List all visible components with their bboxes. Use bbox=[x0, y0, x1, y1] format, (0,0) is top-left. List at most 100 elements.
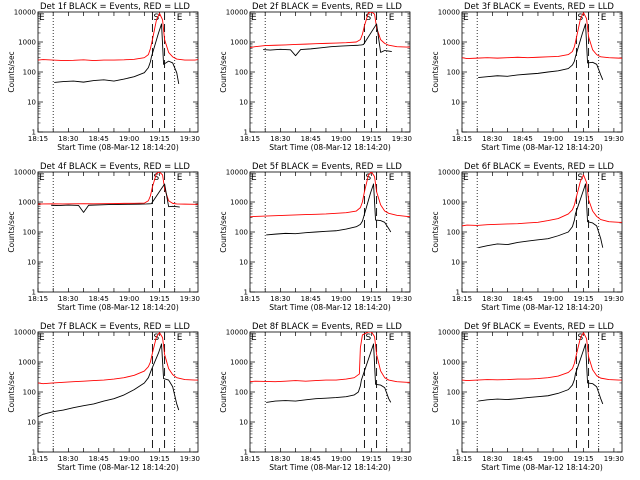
y-tick-label: 1000 bbox=[442, 199, 460, 207]
y-tick-label: 1000 bbox=[18, 39, 36, 47]
x-tick-label: 18:30 bbox=[270, 455, 290, 463]
y-tick-label: 100 bbox=[23, 229, 36, 237]
y-tick-label: 1 bbox=[244, 129, 248, 137]
x-tick-label: 18:15 bbox=[28, 135, 48, 143]
y-tick-label: 100 bbox=[235, 69, 248, 77]
y-tick-label: 1000 bbox=[442, 359, 460, 367]
panel-8: Det 8f BLACK = Events, RED = LLD 1 10 100 10… bbox=[219, 322, 412, 472]
events-series-line bbox=[263, 23, 392, 57]
marker-label: E bbox=[177, 173, 183, 183]
x-tick-label: 18:45 bbox=[301, 135, 321, 143]
marker-label: S bbox=[365, 333, 371, 343]
panel-title: Det 8f BLACK = Events, RED = LLD bbox=[252, 322, 402, 332]
plot-frame bbox=[461, 171, 623, 293]
y-axis-label: Counts/sec bbox=[431, 51, 440, 92]
lld-series-line bbox=[250, 12, 410, 49]
x-axis-label: Start Time (08-Mar-12 18:14:20) bbox=[481, 303, 603, 312]
marker-label: E bbox=[601, 173, 607, 183]
x-tick-label: 18:45 bbox=[301, 455, 321, 463]
y-tick-label: 10 bbox=[27, 99, 36, 107]
lld-series-line bbox=[38, 12, 198, 62]
events-series-line bbox=[478, 183, 604, 249]
x-axis-label: Start Time (08-Mar-12 18:14:20) bbox=[481, 143, 603, 152]
plot-frame bbox=[249, 11, 411, 133]
panel-3: Det 3f BLACK = Events, RED = LLD 1 10 100 10… bbox=[431, 2, 624, 152]
marker-label: E bbox=[39, 333, 45, 343]
panel-4: Det 4f BLACK = Events, RED = LLD 1 10 100 10… bbox=[7, 162, 200, 312]
lld-series-line bbox=[462, 332, 622, 382]
x-axis-label: Start Time (08-Mar-12 18:14:20) bbox=[269, 463, 391, 472]
events-series-line bbox=[266, 183, 392, 236]
x-tick-label: 19:00 bbox=[331, 135, 351, 143]
y-tick-label: 10000 bbox=[438, 9, 460, 17]
events-series-line bbox=[478, 23, 604, 80]
x-tick-label: 19:15 bbox=[573, 295, 593, 303]
y-tick-label: 1 bbox=[244, 289, 248, 297]
panel-6: Det 6f BLACK = Events, RED = LLD 1 10 100 10… bbox=[431, 162, 624, 312]
y-tick-label: 10 bbox=[27, 419, 36, 427]
lld-series-line bbox=[462, 174, 622, 227]
events-series-line bbox=[266, 343, 392, 403]
lld-series-line bbox=[38, 332, 198, 385]
y-tick-label: 10 bbox=[239, 259, 248, 267]
y-tick-label: 10000 bbox=[14, 9, 36, 17]
y-tick-label: 1000 bbox=[442, 39, 460, 47]
marker-label: E bbox=[177, 13, 183, 23]
x-tick-label: 18:30 bbox=[482, 455, 502, 463]
y-tick-label: 100 bbox=[235, 229, 248, 237]
lld-series-line bbox=[250, 332, 410, 383]
x-tick-label: 19:15 bbox=[149, 455, 169, 463]
x-tick-label: 19:30 bbox=[392, 135, 412, 143]
marker-label: E bbox=[389, 333, 395, 343]
x-tick-label: 19:00 bbox=[543, 455, 563, 463]
plot-frame bbox=[461, 11, 623, 133]
y-tick-label: 100 bbox=[235, 389, 248, 397]
x-tick-label: 19:30 bbox=[604, 295, 624, 303]
y-tick-label: 10000 bbox=[226, 169, 248, 177]
x-axis-label: Start Time (08-Mar-12 18:14:20) bbox=[481, 463, 603, 472]
x-tick-label: 19:30 bbox=[180, 455, 200, 463]
x-tick-label: 19:00 bbox=[543, 135, 563, 143]
events-series-line bbox=[38, 343, 180, 418]
y-axis-label: Counts/sec bbox=[7, 371, 16, 412]
x-tick-label: 19:15 bbox=[149, 295, 169, 303]
x-axis-label: Start Time (08-Mar-12 18:14:20) bbox=[57, 143, 179, 152]
y-axis-label: Counts/sec bbox=[219, 51, 228, 92]
marker-label: E bbox=[601, 13, 607, 23]
y-tick-label: 10 bbox=[239, 99, 248, 107]
x-tick-label: 19:30 bbox=[392, 295, 412, 303]
x-tick-label: 18:45 bbox=[89, 135, 109, 143]
y-tick-label: 1000 bbox=[18, 199, 36, 207]
panel-title: Det 9f BLACK = Events, RED = LLD bbox=[464, 322, 614, 332]
y-tick-label: 1 bbox=[32, 449, 36, 457]
events-series-line bbox=[478, 343, 604, 405]
x-tick-label: 18:45 bbox=[89, 295, 109, 303]
x-tick-label: 18:30 bbox=[482, 135, 502, 143]
panel-title: Det 2f BLACK = Events, RED = LLD bbox=[252, 2, 402, 12]
y-tick-label: 1 bbox=[456, 449, 460, 457]
panel-title: Det 4f BLACK = Events, RED = LLD bbox=[40, 162, 190, 172]
x-tick-label: 19:15 bbox=[149, 135, 169, 143]
x-tick-label: 18:15 bbox=[240, 135, 260, 143]
y-tick-label: 1000 bbox=[230, 359, 248, 367]
y-tick-label: 1000 bbox=[18, 359, 36, 367]
x-tick-label: 19:00 bbox=[119, 455, 139, 463]
marker-label: S bbox=[365, 13, 371, 23]
y-tick-label: 1000 bbox=[230, 199, 248, 207]
x-tick-label: 18:30 bbox=[58, 455, 78, 463]
x-tick-label: 19:30 bbox=[392, 455, 412, 463]
lld-series-line bbox=[250, 172, 410, 218]
y-tick-label: 100 bbox=[447, 229, 460, 237]
x-tick-label: 19:15 bbox=[573, 135, 593, 143]
y-axis-label: Counts/sec bbox=[219, 211, 228, 252]
y-tick-label: 10000 bbox=[14, 169, 36, 177]
marker-label: E bbox=[39, 173, 45, 183]
marker-label: S bbox=[153, 173, 159, 183]
x-axis-label: Start Time (08-Mar-12 18:14:20) bbox=[57, 303, 179, 312]
x-tick-label: 18:30 bbox=[482, 295, 502, 303]
marker-label: S bbox=[153, 13, 159, 23]
x-tick-label: 19:30 bbox=[604, 455, 624, 463]
y-tick-label: 100 bbox=[23, 389, 36, 397]
panel-title: Det 7f BLACK = Events, RED = LLD bbox=[40, 322, 190, 332]
marker-label: E bbox=[601, 333, 607, 343]
